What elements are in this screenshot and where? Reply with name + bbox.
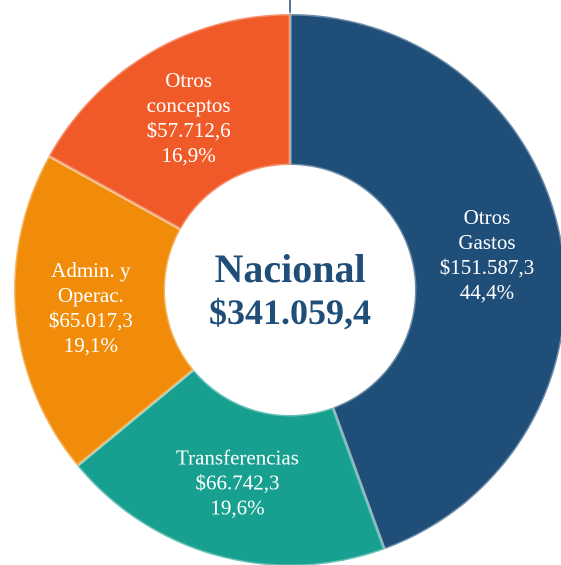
center-label: Nacional $341.059,4: [209, 247, 371, 333]
donut-slice: [75, 367, 387, 565]
slice-label: Admin. y Operac. $65.017,3 19,1%: [35, 258, 147, 358]
slice-label: Otros Gastos $151.587,3 44,4%: [437, 205, 537, 305]
category-label: Admin. y Operac.: [51, 258, 131, 308]
value-label: $151.587,3: [439, 255, 535, 280]
donut-slice: [12, 153, 196, 468]
value-label: $66.742,3: [195, 470, 280, 495]
percentage-label: 19,6%: [210, 495, 265, 520]
center-title: Nacional: [214, 246, 366, 291]
donut-slice: [46, 12, 292, 232]
percentage-label: 19,1%: [63, 333, 118, 358]
value-label: $57.712,6: [146, 117, 231, 142]
donut-slice: [288, 12, 561, 552]
category-label: Otros Gastos: [458, 205, 516, 255]
category-label: Otros conceptos: [146, 67, 231, 117]
slice-label: Otros conceptos $57.712,6 16,9%: [134, 68, 244, 168]
percentage-label: 44,4%: [459, 280, 515, 305]
percentage-label: 16,9%: [161, 142, 216, 167]
center-value: $341.059,4: [209, 292, 371, 332]
value-label: $65.017,3: [48, 308, 133, 333]
category-label: Transferencias: [176, 445, 299, 470]
slice-label: Transferencias $66.742,3 19,6%: [157, 445, 317, 520]
